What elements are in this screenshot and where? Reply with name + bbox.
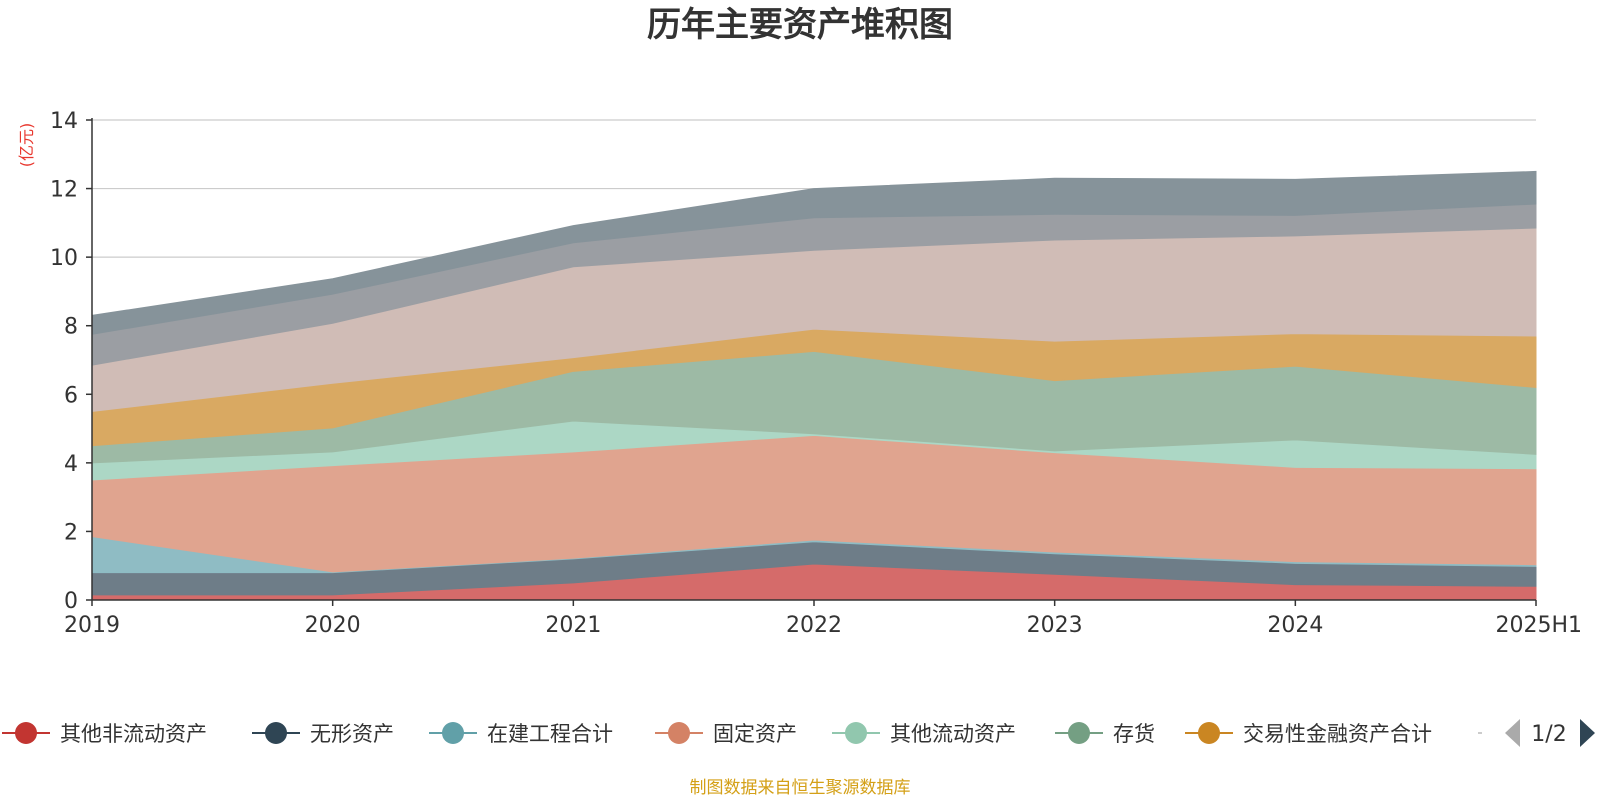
legend-item[interactable]: 固定资产	[655, 722, 797, 746]
prev-page-icon[interactable]	[1505, 719, 1520, 747]
legend-dot-icon	[1198, 722, 1220, 744]
y-tick-label: 14	[50, 109, 78, 134]
legend-dot-icon	[15, 722, 37, 744]
legend-label: 无形资产	[310, 722, 394, 746]
legend-dot-icon	[845, 722, 867, 744]
x-tick-label: 2021	[545, 613, 601, 638]
area-10	[91, 170, 1537, 335]
legend-item[interactable]: 其他非流动资产	[2, 722, 207, 746]
y-tick-label: 12	[50, 178, 78, 203]
legend-label: 其他流动资产	[890, 722, 1016, 746]
legend-item[interactable]: 其他流动资产	[832, 722, 1016, 746]
x-tick-label: 2025H1	[1495, 613, 1582, 638]
legend-label: 存货	[1113, 722, 1155, 746]
legend-item[interactable]: 在建工程合计	[429, 722, 613, 746]
legend-item[interactable]: 存货	[1055, 722, 1155, 746]
legend-label: 其他非流动资产	[60, 722, 207, 746]
legend-label: 在建工程合计	[487, 722, 613, 746]
legend-item[interactable]: 交易性金融资产合计	[1185, 722, 1432, 746]
x-tick-label: 2020	[305, 613, 361, 638]
x-tick-label: 2024	[1267, 613, 1323, 638]
y-tick-label: 10	[50, 246, 78, 271]
legend-dot-icon	[1068, 722, 1090, 744]
y-tick-label: 4	[64, 452, 78, 477]
x-tick-label: 2022	[786, 613, 842, 638]
chart-title: 历年主要资产堆积图	[647, 5, 953, 45]
legend-dot-icon	[668, 722, 690, 744]
y-tick-label: 2	[64, 520, 78, 545]
legend-dot-icon	[265, 722, 287, 744]
legend-item[interactable]: 无形资产	[252, 722, 394, 746]
y-tick-label: 6	[64, 383, 78, 408]
legend-pager: 1/2	[1505, 719, 1595, 747]
y-tick-label: 0	[64, 589, 78, 614]
legend-page-indicator: 1/2	[1531, 722, 1566, 747]
axes: 0 2 4 6 8 10 12 14 2019 2020 2021 2022 2023 2024 2025H…	[50, 109, 1582, 638]
legend: 其他非流动资产 无形资产 在建工程合计 固定资产 其他流动资产 存货 交易性金融资产合计	[2, 722, 1482, 746]
source-note: 制图数据来自恒生聚源数据库	[690, 778, 911, 798]
x-tick-label: 2019	[64, 613, 120, 638]
legend-dot-icon	[442, 722, 464, 744]
y-tick-label: 8	[64, 315, 78, 340]
legend-label: 固定资产	[713, 722, 797, 746]
area-series	[91, 170, 1537, 601]
legend-label: 交易性金融资产合计	[1243, 722, 1432, 746]
next-page-icon[interactable]	[1580, 719, 1595, 747]
y-unit-label: (亿元)	[17, 123, 36, 168]
x-tick-label: 2023	[1027, 613, 1083, 638]
